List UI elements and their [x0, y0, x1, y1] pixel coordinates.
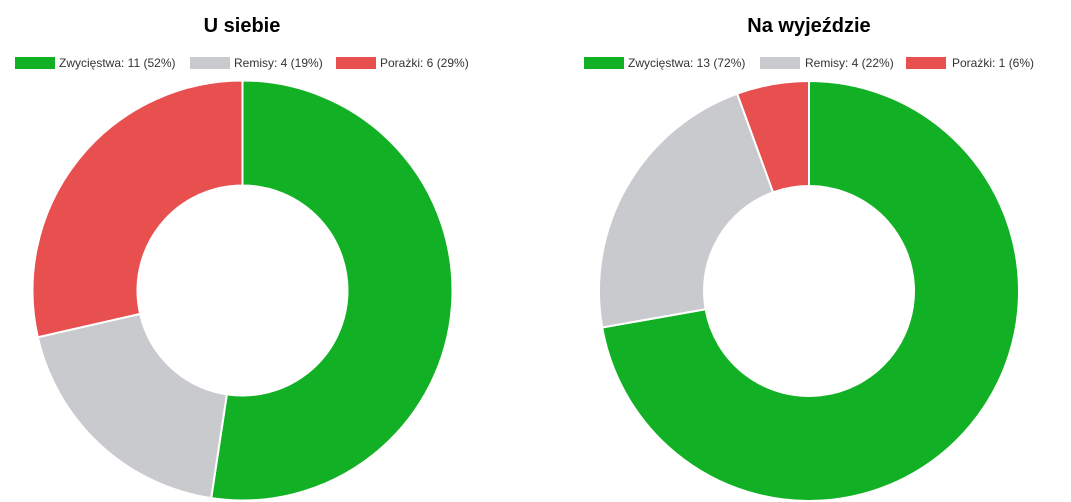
slice-home-losses[interactable] [31, 79, 244, 339]
slice-home-wins[interactable] [210, 79, 454, 502]
legend-swatch-home-wins [15, 57, 55, 69]
legend-label-home-losses: Porażki: 6 (29%) [380, 56, 469, 70]
legend-label-home-wins: Zwycięstwa: 11 (52%) [59, 56, 175, 70]
chart-title-away: Na wyjeździe [747, 15, 870, 37]
legend-item-home-wins[interactable]: Zwycięstwa: 11 (52%) [15, 56, 175, 70]
legend-swatch-away-draws [760, 57, 800, 69]
chart-home: U siebie Zwycięstwa: 11 (52%) Remisy: 4 … [15, 15, 469, 502]
legend-away: Zwycięstwa: 13 (72%) Remisy: 4 (22%) Por… [584, 56, 1034, 70]
legend-item-away-losses[interactable]: Porażki: 1 (6%) [906, 56, 1034, 70]
legend-swatch-home-losses [336, 57, 376, 69]
legend-item-home-draws[interactable]: Remisy: 4 (19%) [190, 56, 323, 70]
chart-away: Na wyjeździe Zwycięstwa: 13 (72%) Remisy… [584, 15, 1034, 502]
legend-label-home-draws: Remisy: 4 (19%) [234, 56, 323, 70]
slice-home-draws[interactable] [36, 312, 228, 500]
legend-label-away-wins: Zwycięstwa: 13 (72%) [628, 56, 745, 70]
legend-swatch-away-wins [584, 57, 624, 69]
legend-item-home-losses[interactable]: Porażki: 6 (29%) [336, 56, 469, 70]
legend-swatch-away-losses [906, 57, 946, 69]
legend-item-away-draws[interactable]: Remisy: 4 (22%) [760, 56, 894, 70]
legend-label-away-losses: Porażki: 1 (6%) [952, 56, 1034, 70]
legend-item-away-wins[interactable]: Zwycięstwa: 13 (72%) [584, 56, 745, 70]
legend-swatch-home-draws [190, 57, 230, 69]
legend-label-away-draws: Remisy: 4 (22%) [805, 56, 894, 70]
chart-title-home: U siebie [204, 15, 281, 37]
slice-away-draws[interactable] [598, 92, 775, 329]
slice-away-losses[interactable] [735, 79, 810, 194]
donut-home [31, 79, 454, 502]
donut-away [598, 79, 1020, 502]
slice-away-wins[interactable] [601, 79, 1020, 502]
legend-home: Zwycięstwa: 11 (52%) Remisy: 4 (19%) Por… [15, 56, 469, 70]
